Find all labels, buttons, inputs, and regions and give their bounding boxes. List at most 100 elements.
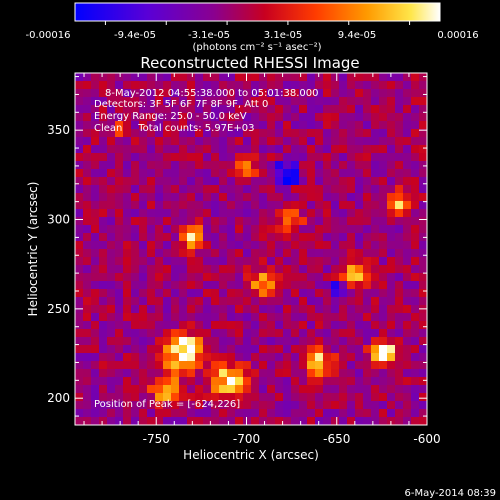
- heatmap-cell: [411, 417, 420, 425]
- heatmap-cell: [107, 305, 116, 314]
- heatmap-cell: [235, 233, 244, 242]
- heatmap-cell: [363, 193, 372, 202]
- heatmap-cell: [83, 217, 92, 226]
- heatmap-cell: [227, 169, 236, 178]
- heatmap-cell: [235, 345, 244, 354]
- heatmap-cell: [171, 281, 180, 290]
- heatmap-cell: [187, 161, 196, 170]
- heatmap-cell: [123, 249, 132, 258]
- heatmap-cell: [83, 145, 92, 154]
- heatmap-cell: [283, 361, 292, 370]
- heatmap-cell: [131, 393, 140, 402]
- heatmap-cell: [283, 377, 292, 386]
- heatmap-cell: [171, 265, 180, 274]
- heatmap-cell: [299, 209, 308, 218]
- heatmap-cell: [283, 169, 292, 178]
- heatmap-cell: [347, 217, 356, 226]
- heatmap-cell: [331, 417, 340, 425]
- heatmap-cell: [251, 361, 260, 370]
- heatmap-cell: [371, 297, 380, 306]
- heatmap-cell: [299, 313, 308, 322]
- heatmap-cell: [243, 105, 252, 114]
- heatmap-cell: [171, 329, 180, 338]
- heatmap-cell: [171, 97, 180, 106]
- heatmap-cell: [91, 297, 100, 306]
- heatmap-cell: [403, 137, 412, 146]
- heatmap-cell: [339, 353, 348, 362]
- heatmap-cell: [419, 273, 427, 282]
- heatmap-cell: [139, 169, 148, 178]
- heatmap-cell: [187, 265, 196, 274]
- heatmap-cell: [307, 377, 316, 386]
- heatmap-cell: [331, 321, 340, 330]
- heatmap-cell: [363, 81, 372, 90]
- heatmap-cell: [235, 289, 244, 298]
- heatmap-cell: [251, 353, 260, 362]
- heatmap-cell: [115, 321, 124, 330]
- heatmap-cell: [107, 209, 116, 218]
- heatmap-cell: [363, 273, 372, 282]
- heatmap-cell: [347, 401, 356, 410]
- heatmap-cell: [115, 121, 124, 130]
- heatmap-cell: [331, 137, 340, 146]
- heatmap-cell: [163, 409, 172, 418]
- heatmap-cell: [187, 113, 196, 122]
- heatmap-cell: [347, 73, 356, 82]
- heatmap-cell: [83, 417, 92, 425]
- heatmap-cell: [395, 409, 404, 418]
- heatmap-cell: [107, 361, 116, 370]
- heatmap-cell: [227, 73, 236, 82]
- heatmap-cell: [163, 257, 172, 266]
- heatmap-cell: [323, 361, 332, 370]
- heatmap-cell: [403, 313, 412, 322]
- heatmap-cell: [139, 249, 148, 258]
- heatmap-cell: [259, 209, 268, 218]
- heatmap-cell: [403, 297, 412, 306]
- heatmap-cell: [275, 257, 284, 266]
- heatmap-cell: [307, 337, 316, 346]
- heatmap-cell: [411, 89, 420, 98]
- heatmap-cell: [211, 305, 220, 314]
- heatmap-cell: [363, 185, 372, 194]
- heatmap-cell: [219, 137, 228, 146]
- heatmap-cell: [243, 161, 252, 170]
- heatmap-cell: [139, 289, 148, 298]
- heatmap-cell: [195, 409, 204, 418]
- heatmap-cell: [91, 81, 100, 90]
- heatmap-cell: [403, 145, 412, 154]
- heatmap-cell: [395, 145, 404, 154]
- heatmap-cell: [347, 185, 356, 194]
- heatmap-cell: [171, 137, 180, 146]
- heatmap-cell: [131, 281, 140, 290]
- heatmap-cell: [363, 337, 372, 346]
- heatmap-cell: [371, 81, 380, 90]
- heatmap-cell: [83, 297, 92, 306]
- heatmap-cell: [387, 289, 396, 298]
- heatmap-cell: [75, 289, 84, 298]
- heatmap-cell: [315, 177, 324, 186]
- heatmap-cell: [195, 217, 204, 226]
- heatmap-cell: [83, 193, 92, 202]
- heatmap-cell: [107, 233, 116, 242]
- heatmap-cell: [195, 385, 204, 394]
- heatmap-cell: [155, 185, 164, 194]
- heatmap-cell: [395, 361, 404, 370]
- heatmap-cell: [267, 329, 276, 338]
- heatmap-cell: [179, 257, 188, 266]
- heatmap-cell: [139, 193, 148, 202]
- heatmap-cell: [123, 161, 132, 170]
- heatmap-cell: [235, 329, 244, 338]
- heatmap-cell: [283, 193, 292, 202]
- heatmap-cell: [131, 361, 140, 370]
- colorbar: -0.00016 -9.4e-05 -3.1e-05 3.1e-05 9.4e-…: [26, 2, 479, 53]
- heatmap-cell: [411, 81, 420, 90]
- heatmap-cell: [403, 89, 412, 98]
- heatmap-cell: [419, 97, 427, 106]
- heatmap-cell: [339, 241, 348, 250]
- heatmap-cell: [99, 257, 108, 266]
- heatmap-cell: [283, 185, 292, 194]
- heatmap-cell: [291, 409, 300, 418]
- heatmap-cell: [243, 337, 252, 346]
- heatmap-cell: [203, 97, 212, 106]
- heatmap-cell: [355, 137, 364, 146]
